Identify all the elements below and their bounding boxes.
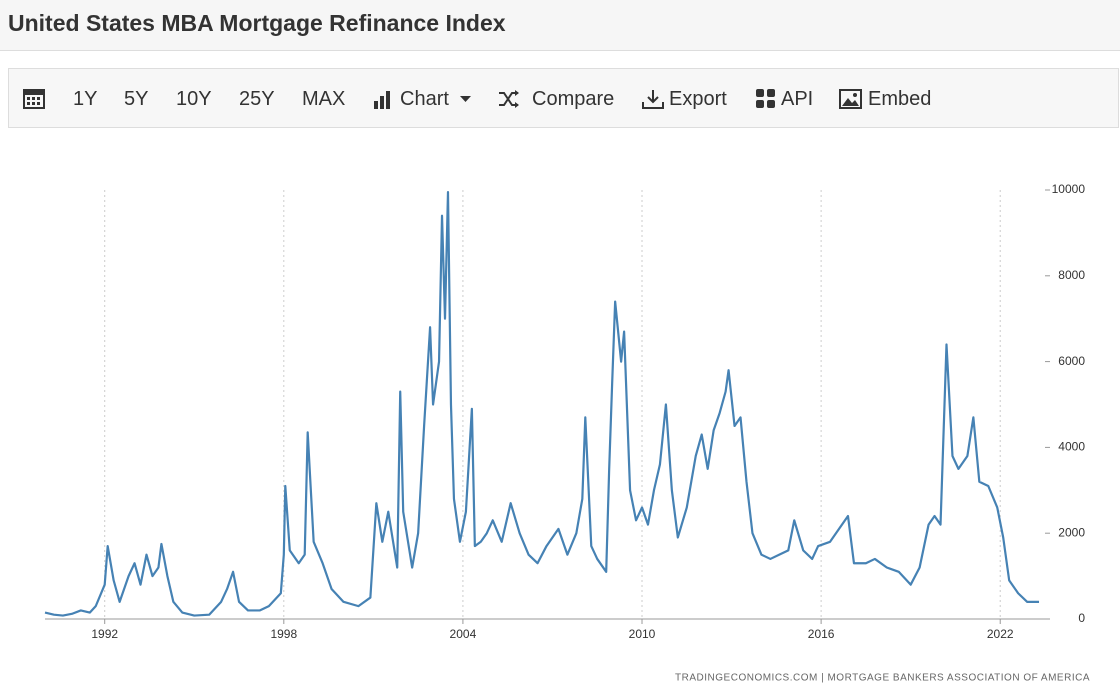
chart-icon <box>374 91 390 109</box>
x-tick-label: 2016 <box>808 627 835 641</box>
api-icon <box>756 89 775 108</box>
page-title: United States MBA Mortgage Refinance Ind… <box>8 10 506 36</box>
chart: 1992 1998 2004 2010 2016 2022 0 2000 4000 6000 800… <box>44 182 1090 684</box>
x-tick-label: 1992 <box>91 627 118 641</box>
y-tick-label: 8000 <box>1058 268 1085 282</box>
api-button[interactable]: API <box>781 88 814 110</box>
x-tick-label: 2004 <box>450 627 477 641</box>
x-tick-label: 1998 <box>270 627 297 641</box>
x-tick-label: 2010 <box>629 627 656 641</box>
y-tick-label: 0 <box>1078 611 1085 625</box>
title-bar: United States MBA Mortgage Refinance Ind… <box>0 0 1120 51</box>
y-tick-label: 6000 <box>1058 354 1085 368</box>
range-5y[interactable]: 5Y <box>124 88 149 110</box>
export-icon <box>642 90 664 109</box>
range-25y[interactable]: 25Y <box>239 88 275 110</box>
compare-icon <box>499 90 519 108</box>
y-tick-label: 2000 <box>1058 525 1085 539</box>
data-line <box>44 191 1040 617</box>
range-1y[interactable]: 1Y <box>73 88 98 110</box>
y-tick-label: 10000 <box>1052 182 1086 196</box>
source-note: TRADINGECONOMICS.COM | MORTGAGE BANKERS … <box>675 673 1090 684</box>
export-button[interactable]: Export <box>669 88 727 110</box>
calendar-icon[interactable] <box>23 88 45 110</box>
caret-icon <box>460 96 471 102</box>
y-tick-label: 4000 <box>1058 440 1085 454</box>
x-tick-label: 2022 <box>987 627 1014 641</box>
embed-button[interactable]: Embed <box>868 88 932 110</box>
chart-menu[interactable]: Chart <box>400 88 449 110</box>
embed-icon <box>839 89 862 109</box>
range-max[interactable]: MAX <box>302 88 346 110</box>
range-10y[interactable]: 10Y <box>176 88 212 110</box>
toolbar: 1Y 5Y 10Y 25Y MAX Chart Compare Export A… <box>8 68 1119 128</box>
compare-button[interactable]: Compare <box>532 88 615 110</box>
